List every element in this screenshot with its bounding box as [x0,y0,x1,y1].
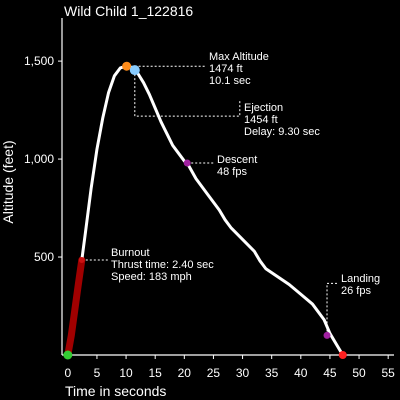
chart-title: Wild Child 1_122816 [64,3,193,19]
y-tick-label: 500 [34,250,54,264]
descent-annotation-line: 48 fps [217,166,247,178]
x-tick-label: 40 [294,366,308,380]
descent-annotation-line: Descent [217,154,257,166]
x-tick-label: 35 [265,366,279,380]
x-tick-label: 15 [149,366,163,380]
x-tick-label: 25 [207,366,221,380]
flight-path-line [80,64,345,357]
burnout-annotation-line: Burnout [111,247,150,259]
touchdown-marker [338,351,347,359]
apogee-marker [122,61,132,71]
descent-marker [183,159,191,167]
x-tick-label: 45 [323,366,337,380]
burnout-annotation-line: Thrust time: 2.40 sec [111,259,214,271]
landing_rate-annotation-line: 26 fps [341,285,371,297]
y-tick-label: 1,500 [24,54,54,68]
ejection-annotation-line: Ejection [244,102,283,114]
x-tick-label: 5 [94,366,101,380]
ejection-marker [129,65,140,76]
landing_rate-annotation-line: Landing [341,273,380,285]
x-tick-label: 55 [381,366,395,380]
apogee-annotation-line: Max Altitude [209,51,269,63]
x-axis-label: Time in seconds [65,383,166,399]
thrust-phase-line [64,256,86,359]
x-tick-label: 30 [236,366,250,380]
ejection-annotation-line: 1454 ft [244,114,278,126]
x-tick-label: 50 [352,366,366,380]
x-tick-label: 0 [64,366,71,380]
y-tick-label: 1,000 [24,152,54,166]
burnout-marker [78,256,85,263]
apogee-annotation-line: 10.1 sec [209,75,251,87]
ejection-annotation-line: Delay: 9.30 sec [244,126,320,138]
x-tick-label: 10 [119,366,133,380]
launch-marker [63,350,73,360]
burnout-annotation-line: Speed: 183 mph [111,271,192,283]
apogee-annotation-line: 1474 ft [209,63,243,75]
y-axis-label: Altitude (feet) [0,140,16,223]
plot-area: 0 5 10 15 20 25 30 35 40 45 50 55 500 1,000 1,500 Burno… [24,18,395,380]
x-tick-label: 20 [178,366,192,380]
landing_rate-marker [323,331,331,339]
